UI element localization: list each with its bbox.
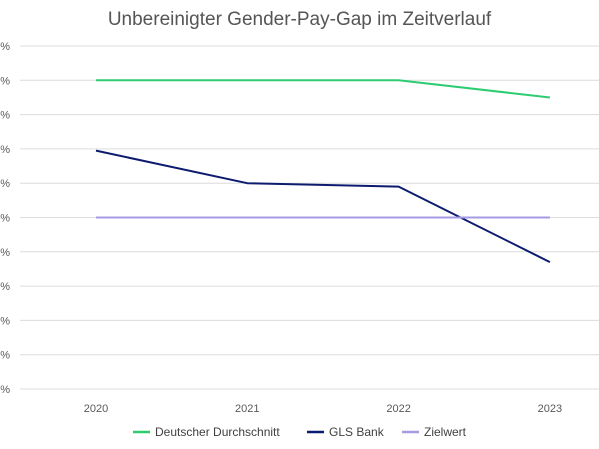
y-tick-label: 2% — [0, 350, 10, 362]
y-tick-label: 6% — [0, 281, 10, 293]
legend: Deutscher Durchschnitt GLS Bank Zielwert — [133, 425, 467, 439]
y-tick-label: 12% — [0, 178, 10, 190]
x-tick-label: 2023 — [538, 403, 562, 415]
series-line-1 — [95, 149, 551, 263]
y-tick-label: 10% — [0, 213, 10, 225]
y-axis-ticks: 0% 2% 4% 6% 8% 10% 12% 14% 16% 18% 20% — [0, 41, 10, 396]
x-axis-ticks: 2020 2021 2022 2023 — [84, 403, 562, 415]
y-tick-label: 8% — [0, 247, 10, 259]
y-tick-label: 16% — [0, 110, 10, 122]
series-line-0 — [96, 79, 551, 99]
series-lines — [95, 79, 551, 263]
legend-label: Zielwert — [424, 425, 467, 439]
y-tick-label: 14% — [0, 144, 10, 156]
x-tick-label: 2020 — [84, 403, 108, 415]
y-tick-label: 20% — [0, 41, 10, 53]
y-tick-label: 18% — [0, 75, 10, 87]
y-tick-label: 0% — [0, 384, 10, 396]
chart-title: Unbereinigter Gender-Pay-Gap im Zeitverl… — [107, 9, 492, 30]
x-tick-label: 2022 — [386, 403, 410, 415]
x-tick-label: 2021 — [235, 403, 259, 415]
legend-label: GLS Bank — [329, 425, 385, 439]
legend-label: Deutscher Durchschnitt — [155, 425, 280, 439]
y-tick-label: 4% — [0, 315, 10, 327]
